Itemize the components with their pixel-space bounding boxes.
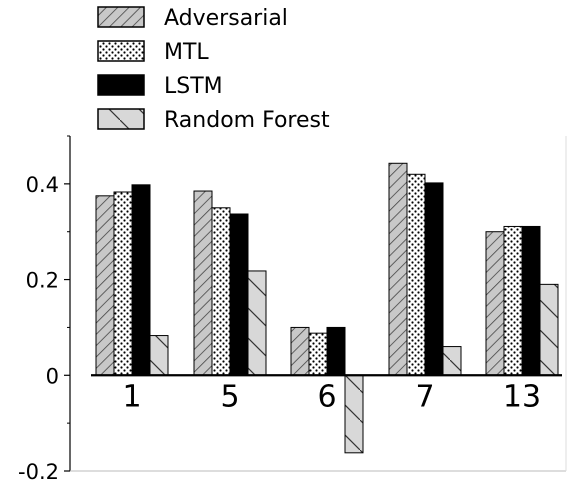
category-label: 6: [317, 379, 336, 414]
bar-adversarial-7: [388, 162, 408, 376]
legend-swatch-lstm: [97, 74, 145, 96]
category-label: 1: [122, 379, 141, 414]
legend-label-random-forest: Random Forest: [164, 108, 330, 133]
y-tick-label: -0.2: [18, 460, 59, 484]
category-label: 13: [503, 379, 541, 414]
bar-lstm-5: [229, 213, 249, 376]
bar-mtl-6: [308, 332, 328, 376]
bar-mtl-13: [503, 225, 523, 376]
bar-random-forest-5: [247, 270, 267, 376]
legend-label-lstm: LSTM: [164, 74, 223, 99]
axes: -0.2 0 0.2 0.4: [18, 135, 567, 484]
plot-area: -0.2 0 0.2 0.4 1 5 6 7 13: [18, 135, 567, 484]
bar-adversarial-1: [95, 195, 115, 376]
bar-lstm-1: [131, 184, 151, 376]
legend-swatch-random-forest: [97, 108, 145, 130]
bar-lstm-13: [521, 225, 541, 376]
legend-label-mtl: MTL: [164, 40, 209, 65]
bar-adversarial-13: [485, 231, 505, 376]
y-tick-label: 0.2: [26, 269, 59, 293]
bar-mtl-7: [406, 173, 426, 376]
bar-random-forest-6: [344, 374, 364, 454]
y-tick-label: 0: [46, 364, 59, 388]
bar-random-forest-13: [539, 283, 559, 376]
legend: Adversarial MTL LSTM Random Forest: [97, 6, 330, 133]
bar-adversarial-5: [193, 190, 213, 376]
legend-swatch-mtl: [97, 40, 145, 62]
legend-label-adversarial: Adversarial: [164, 6, 288, 31]
bar-lstm-6: [326, 326, 346, 376]
bar-mtl-1: [113, 191, 133, 376]
bar-lstm-7: [424, 182, 444, 376]
y-tick-label: 0.4: [26, 173, 59, 197]
category-label: 5: [220, 379, 239, 414]
bar-random-forest-7: [442, 346, 462, 376]
bar-adversarial-6: [290, 326, 310, 376]
category-label: 7: [415, 379, 434, 414]
bar-random-forest-1: [149, 335, 169, 376]
category-labels: 1 5 6 7 13: [122, 379, 541, 414]
bar-mtl-5: [211, 207, 231, 376]
legend-swatch-adversarial: [97, 6, 145, 28]
